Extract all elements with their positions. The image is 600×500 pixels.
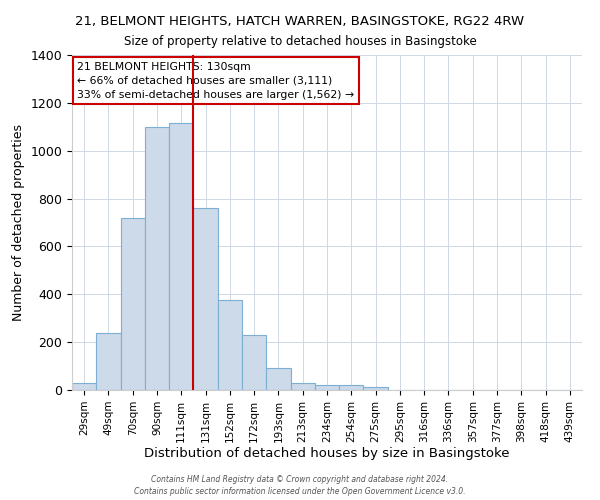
Bar <box>96 332 121 390</box>
Bar <box>145 127 169 390</box>
Bar <box>290 384 315 390</box>
Bar <box>218 300 242 390</box>
Bar <box>315 384 339 390</box>
Bar <box>364 387 388 390</box>
Bar <box>242 336 266 390</box>
Bar <box>266 368 290 390</box>
Text: Contains HM Land Registry data © Crown copyright and database right 2024.
Contai: Contains HM Land Registry data © Crown c… <box>134 474 466 496</box>
Text: 21 BELMONT HEIGHTS: 130sqm
← 66% of detached houses are smaller (3,111)
33% of s: 21 BELMONT HEIGHTS: 130sqm ← 66% of deta… <box>77 62 354 100</box>
X-axis label: Distribution of detached houses by size in Basingstoke: Distribution of detached houses by size … <box>144 448 510 460</box>
Bar <box>193 208 218 390</box>
Text: 21, BELMONT HEIGHTS, HATCH WARREN, BASINGSTOKE, RG22 4RW: 21, BELMONT HEIGHTS, HATCH WARREN, BASIN… <box>76 15 524 28</box>
Y-axis label: Number of detached properties: Number of detached properties <box>12 124 25 321</box>
Bar <box>121 218 145 390</box>
Text: Size of property relative to detached houses in Basingstoke: Size of property relative to detached ho… <box>124 35 476 48</box>
Bar <box>169 123 193 390</box>
Bar <box>72 383 96 390</box>
Bar <box>339 385 364 390</box>
